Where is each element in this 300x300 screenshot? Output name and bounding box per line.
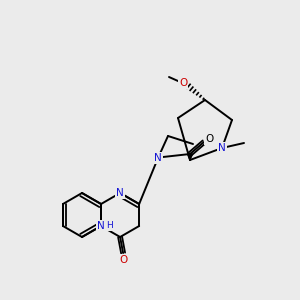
- Text: O: O: [205, 134, 213, 144]
- Text: N: N: [154, 153, 162, 163]
- Text: H: H: [106, 221, 112, 230]
- Text: N: N: [97, 221, 105, 231]
- Polygon shape: [188, 154, 193, 160]
- Text: O: O: [179, 78, 187, 88]
- Text: O: O: [119, 255, 127, 265]
- Text: N: N: [116, 188, 124, 198]
- Text: N: N: [218, 143, 226, 153]
